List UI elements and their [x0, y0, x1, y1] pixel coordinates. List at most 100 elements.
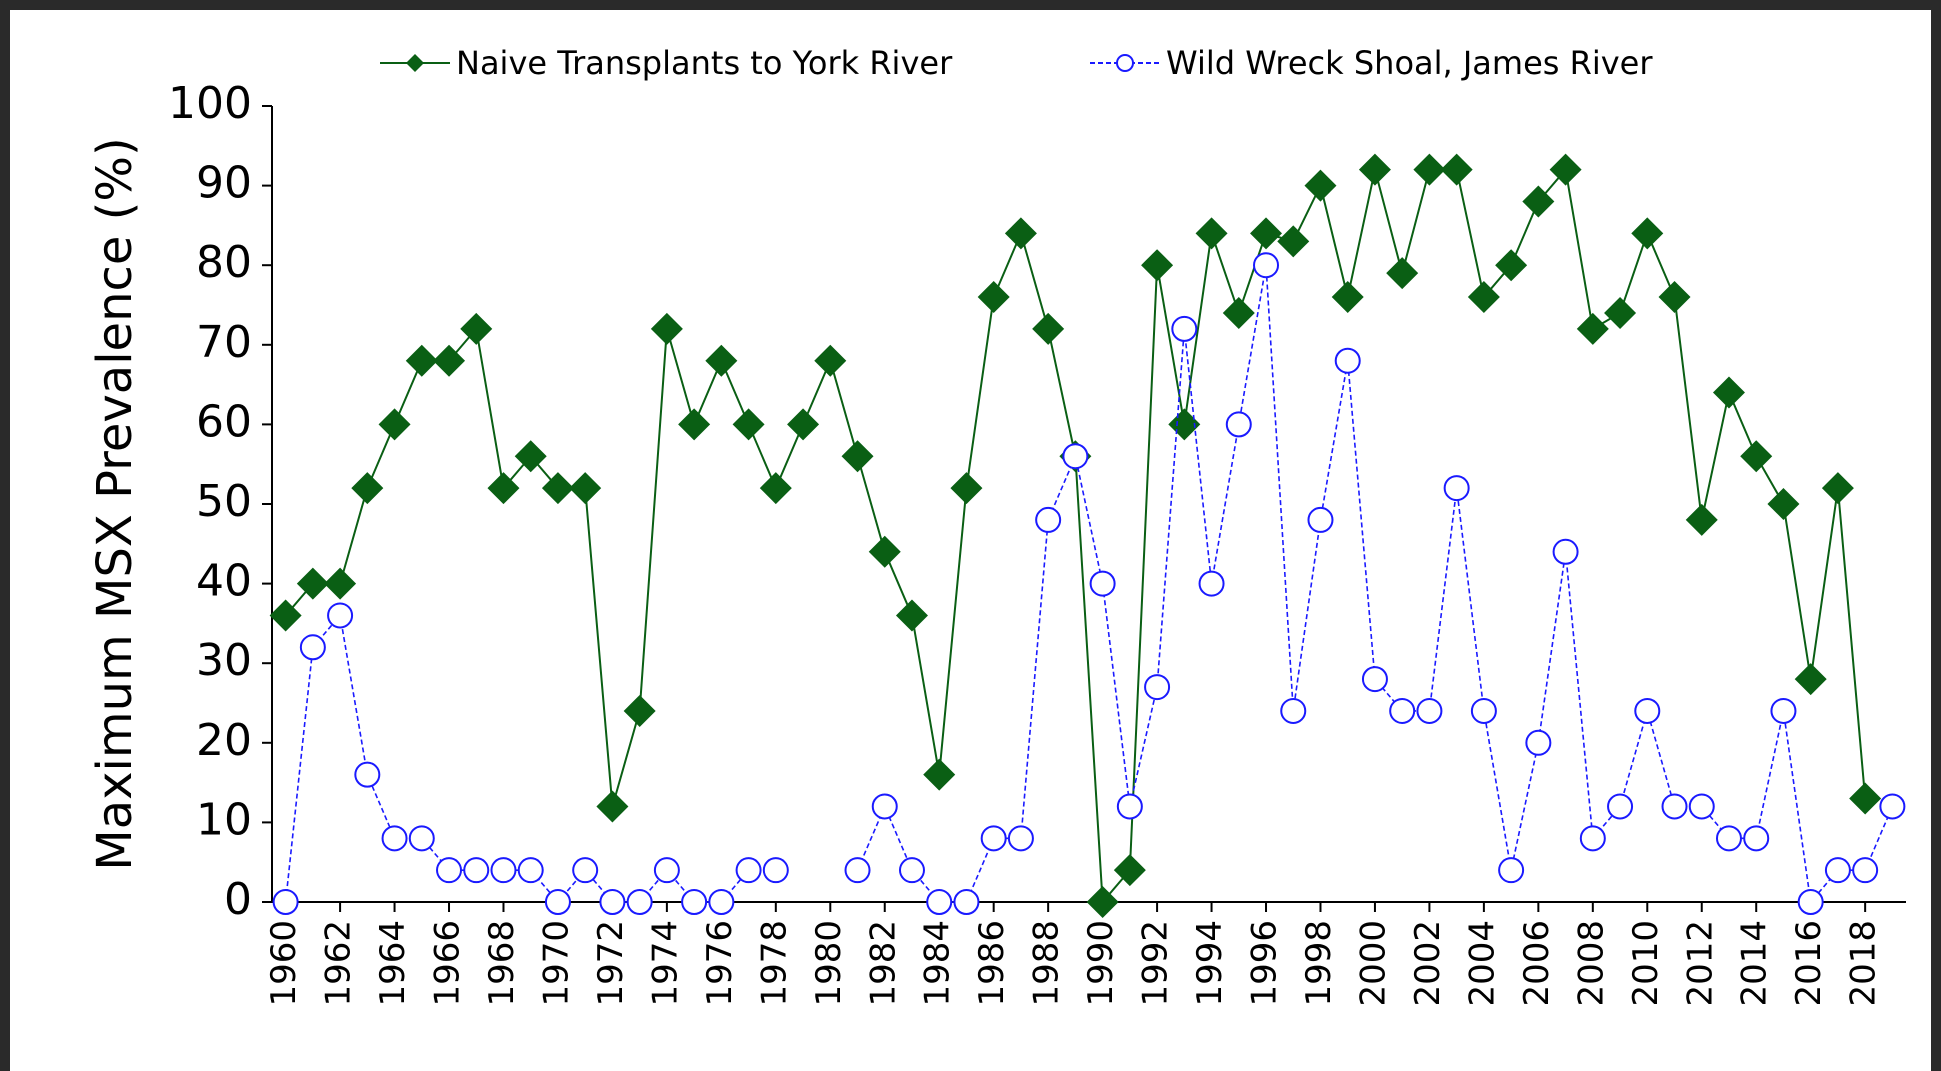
y-tick-label: 70 [196, 317, 252, 368]
x-tick-label: 2014 [1735, 920, 1775, 1007]
data-point [1086, 886, 1119, 918]
data-point [732, 408, 765, 441]
data-point [1549, 153, 1582, 186]
data-point [1688, 793, 1715, 820]
data-point [626, 889, 653, 915]
data-point [1794, 663, 1827, 696]
y-tick-label: 10 [196, 794, 252, 845]
data-point [1631, 217, 1664, 250]
data-point [487, 472, 520, 505]
x-tick-label: 1962 [319, 920, 359, 1007]
data-point [436, 857, 463, 884]
data-point [599, 889, 626, 915]
x-tick-label: 1970 [536, 920, 576, 1007]
data-point [1007, 825, 1034, 852]
data-point [1634, 697, 1661, 724]
data-point [953, 889, 980, 915]
data-point [762, 857, 789, 884]
x-tick-label: 1968 [482, 920, 522, 1007]
data-point [1821, 472, 1854, 505]
data-point [517, 857, 544, 884]
y-tick-label: 60 [196, 396, 252, 447]
data-point [1277, 225, 1310, 258]
data-point [1141, 249, 1174, 282]
data-point [378, 408, 411, 441]
data-point [1253, 252, 1280, 279]
data-point [1576, 312, 1609, 345]
x-tick-label: 2000 [1353, 920, 1393, 1007]
data-point [1222, 296, 1255, 329]
data-point [1389, 697, 1416, 724]
data-point [1195, 217, 1228, 250]
y-tick-label: 90 [196, 158, 252, 209]
data-point [1334, 347, 1361, 374]
data-point [433, 344, 466, 377]
x-tick-label: 1966 [428, 920, 468, 1007]
data-point [1035, 506, 1062, 533]
data-point [327, 602, 354, 629]
data-point [653, 857, 680, 884]
data-point [490, 857, 517, 884]
data-point [1740, 440, 1773, 473]
data-point [1522, 185, 1555, 218]
data-point [1470, 697, 1497, 724]
data-point [460, 312, 493, 345]
data-point [1525, 729, 1552, 756]
data-point [950, 472, 983, 505]
y-tick-label: 50 [196, 476, 252, 527]
x-tick-label: 1984 [918, 920, 958, 1007]
data-point [1307, 506, 1334, 533]
data-point [650, 312, 683, 345]
data-point [1413, 153, 1446, 186]
data-point [1661, 793, 1688, 820]
data-point [1852, 857, 1879, 884]
data-point [1712, 376, 1745, 409]
data-point [351, 472, 384, 505]
data-point [814, 344, 847, 377]
data-point [708, 889, 735, 915]
data-point [1331, 281, 1364, 314]
data-point [463, 857, 490, 884]
x-tick-label: 2006 [1517, 920, 1557, 1007]
data-point [1658, 281, 1691, 314]
data-point [324, 567, 357, 600]
data-point [980, 825, 1007, 852]
data-point [1767, 488, 1800, 520]
data-point [1685, 503, 1718, 536]
data-point [1225, 411, 1252, 438]
data-point [272, 889, 299, 915]
x-tick-label: 1980 [809, 920, 849, 1007]
x-tick-label: 2012 [1680, 920, 1720, 1007]
data-point [1715, 825, 1742, 852]
data-point [596, 790, 629, 823]
x-tick-label: 1998 [1299, 920, 1339, 1007]
data-point [1004, 217, 1037, 250]
x-tick-label: 1974 [645, 920, 685, 1007]
data-point [977, 281, 1010, 314]
data-point [1495, 249, 1528, 282]
x-tick-label: 1982 [863, 920, 903, 1007]
x-tick-label: 2008 [1571, 920, 1611, 1007]
y-tick-label: 30 [196, 635, 252, 686]
data-point [1770, 697, 1797, 724]
data-point [299, 634, 326, 661]
data-point [514, 440, 547, 473]
y-tick-label: 40 [196, 556, 252, 607]
legend-marker [1116, 54, 1134, 72]
x-tick-label: 1994 [1190, 920, 1230, 1007]
data-point [1498, 857, 1525, 884]
data-point [569, 472, 602, 505]
data-point [1032, 312, 1065, 345]
data-point [1198, 570, 1225, 597]
data-point [1089, 570, 1116, 597]
data-point [1552, 538, 1579, 565]
data-point [1579, 825, 1606, 852]
data-point [1113, 854, 1146, 887]
x-tick-label: 1996 [1245, 920, 1285, 1007]
x-tick-label: 2004 [1462, 920, 1502, 1007]
data-point [895, 599, 928, 632]
data-point [1440, 153, 1473, 186]
x-tick-label: 1990 [1081, 920, 1121, 1007]
